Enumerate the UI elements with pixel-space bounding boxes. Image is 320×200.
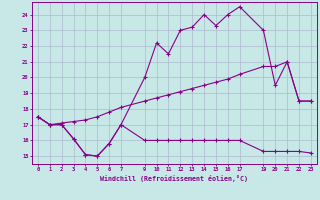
X-axis label: Windchill (Refroidissement éolien,°C): Windchill (Refroidissement éolien,°C) bbox=[100, 175, 248, 182]
